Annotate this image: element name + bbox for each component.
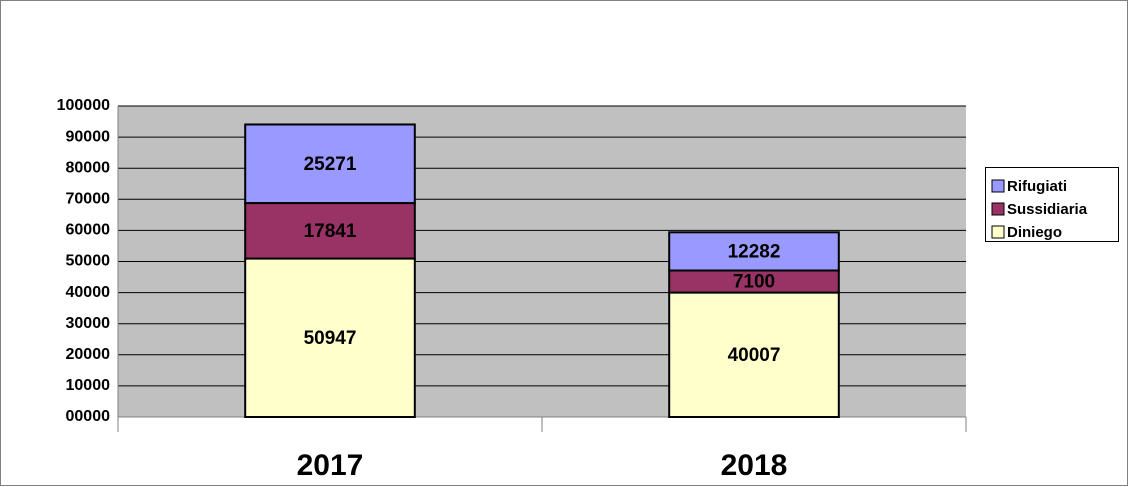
data-label: 40007 [728, 345, 781, 366]
y-tick-label: 20000 [66, 346, 111, 363]
data-label: 12282 [728, 241, 781, 262]
data-label: 7100 [733, 272, 775, 293]
y-tick-label: 50000 [66, 253, 111, 270]
bar-segment [244, 202, 416, 260]
data-label: 17841 [304, 221, 357, 242]
y-tick-label: 90000 [66, 128, 111, 145]
y-tick-label: 10000 [66, 377, 111, 394]
y-tick-label: 30000 [66, 315, 111, 332]
legend-label: Rifugiati [1007, 178, 1067, 195]
y-tick-label: 70000 [66, 191, 111, 208]
x-tick-label: 2018 [721, 449, 788, 482]
bar-segment [244, 257, 416, 419]
legend-label: Diniego [1007, 224, 1062, 241]
legend-swatch [991, 179, 1005, 193]
y-tick-label: 100000 [57, 97, 110, 114]
data-label: 50947 [304, 328, 357, 349]
y-tick-label: 40000 [66, 284, 111, 301]
legend-swatch [991, 202, 1005, 216]
bar-segment [668, 231, 840, 272]
bar-segment [244, 123, 416, 205]
bar-segment [668, 291, 840, 418]
legend-box [985, 167, 1119, 242]
legend-swatch [991, 225, 1005, 239]
y-tick-label: 80000 [66, 159, 111, 176]
x-tick-label: 2017 [297, 449, 364, 482]
y-tick-label: 60000 [66, 222, 111, 239]
data-label: 25271 [304, 154, 357, 175]
y-tick-label: 00000 [66, 408, 111, 425]
legend-label: Sussidiaria [1007, 201, 1088, 218]
